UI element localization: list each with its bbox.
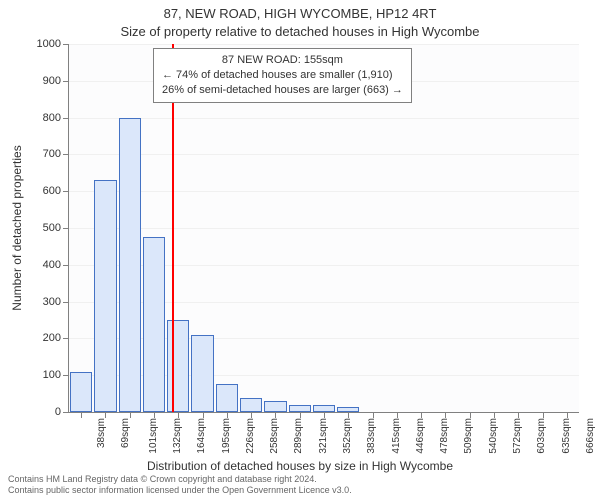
y-tick-label: 200 <box>43 332 61 344</box>
x-tick-label: 635sqm <box>560 418 571 454</box>
bar <box>264 401 286 412</box>
x-tick <box>470 412 471 418</box>
annotation-line: ← 74% of detached houses are smaller (1,… <box>162 68 403 83</box>
x-tick <box>421 412 422 418</box>
y-tick-label: 600 <box>43 185 61 197</box>
x-tick <box>81 412 82 418</box>
y-tick <box>63 338 69 339</box>
bar <box>216 384 238 412</box>
x-tick <box>105 412 106 418</box>
x-tick <box>567 412 568 418</box>
x-tick-label: 195sqm <box>220 418 231 454</box>
x-tick-label: 383sqm <box>366 418 377 454</box>
y-axis-label: Number of detached properties <box>10 145 24 310</box>
y-tick <box>63 154 69 155</box>
x-tick <box>397 412 398 418</box>
chart-plot-area: Number of detached properties 0100200300… <box>68 44 579 413</box>
y-tick <box>63 118 69 119</box>
x-tick-label: 258sqm <box>269 418 280 454</box>
y-tick-label: 800 <box>43 112 61 124</box>
y-tick <box>63 228 69 229</box>
x-tick <box>227 412 228 418</box>
y-tick <box>63 302 69 303</box>
y-tick-label: 1000 <box>37 38 61 50</box>
x-tick-label: 446sqm <box>415 418 426 454</box>
x-tick-label: 352sqm <box>342 418 353 454</box>
x-tick-label: 132sqm <box>172 418 183 454</box>
x-tick <box>251 412 252 418</box>
y-tick-label: 700 <box>43 148 61 160</box>
bar <box>70 372 92 412</box>
annotation-box: 87 NEW ROAD: 155sqm← 74% of detached hou… <box>153 48 412 103</box>
chart-title-sub: Size of property relative to detached ho… <box>0 24 600 39</box>
bar <box>119 118 141 412</box>
x-tick <box>154 412 155 418</box>
x-tick-label: 164sqm <box>196 418 207 454</box>
x-tick-label: 226sqm <box>245 418 256 454</box>
x-axis-label: Distribution of detached houses by size … <box>0 459 600 473</box>
x-tick <box>300 412 301 418</box>
x-tick-label: 321sqm <box>317 418 328 454</box>
annotation-line: 87 NEW ROAD: 155sqm <box>162 53 403 68</box>
bar <box>143 237 165 412</box>
footer-line-1: Contains HM Land Registry data © Crown c… <box>8 474 352 485</box>
bar <box>313 405 335 412</box>
x-tick-label: 540sqm <box>487 418 498 454</box>
gridline <box>69 228 579 229</box>
x-tick-label: 572sqm <box>512 418 523 454</box>
bar <box>289 405 311 412</box>
bar <box>240 398 262 412</box>
y-tick <box>63 375 69 376</box>
x-tick-label: 38sqm <box>96 418 107 448</box>
bar <box>94 180 116 412</box>
y-tick-label: 500 <box>43 222 61 234</box>
bar <box>191 335 213 412</box>
x-tick-label: 509sqm <box>463 418 474 454</box>
x-tick-label: 289sqm <box>293 418 304 454</box>
x-tick <box>445 412 446 418</box>
gridline <box>69 44 579 45</box>
y-tick <box>63 44 69 45</box>
x-tick <box>178 412 179 418</box>
chart-title-main: 87, NEW ROAD, HIGH WYCOMBE, HP12 4RT <box>0 6 600 21</box>
x-tick <box>130 412 131 418</box>
y-tick <box>63 191 69 192</box>
annotation-line: 26% of semi-detached houses are larger (… <box>162 83 403 98</box>
figure: 87, NEW ROAD, HIGH WYCOMBE, HP12 4RT Siz… <box>0 0 600 500</box>
x-tick <box>203 412 204 418</box>
y-tick <box>63 412 69 413</box>
gridline <box>69 154 579 155</box>
gridline <box>69 118 579 119</box>
x-tick <box>275 412 276 418</box>
gridline <box>69 191 579 192</box>
x-tick <box>348 412 349 418</box>
x-tick <box>324 412 325 418</box>
x-tick <box>494 412 495 418</box>
y-tick-label: 100 <box>43 369 61 381</box>
x-tick-label: 478sqm <box>439 418 450 454</box>
bar <box>167 320 189 412</box>
x-tick-label: 69sqm <box>120 418 131 448</box>
x-tick <box>543 412 544 418</box>
footer-attribution: Contains HM Land Registry data © Crown c… <box>8 474 352 497</box>
x-tick-label: 666sqm <box>585 418 596 454</box>
x-tick-label: 603sqm <box>536 418 547 454</box>
y-tick-label: 0 <box>55 406 61 418</box>
y-tick <box>63 265 69 266</box>
y-tick-label: 900 <box>43 75 61 87</box>
footer-line-2: Contains public sector information licen… <box>8 485 352 496</box>
x-tick <box>373 412 374 418</box>
y-tick-label: 400 <box>43 259 61 271</box>
y-tick-label: 300 <box>43 296 61 308</box>
x-tick-label: 101sqm <box>147 418 158 454</box>
y-tick <box>63 81 69 82</box>
x-tick <box>518 412 519 418</box>
x-tick-label: 415sqm <box>390 418 401 454</box>
